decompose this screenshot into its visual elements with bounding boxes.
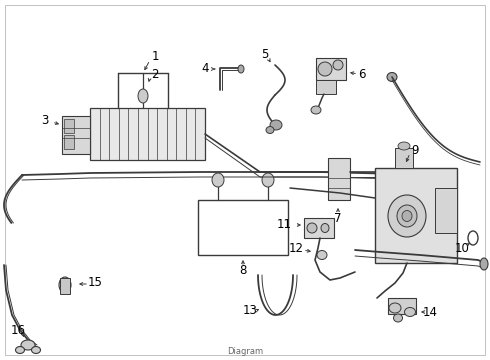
- Ellipse shape: [311, 106, 321, 114]
- Bar: [395, 148, 413, 168]
- Text: 12: 12: [289, 242, 303, 255]
- Text: 5: 5: [261, 48, 269, 60]
- Ellipse shape: [333, 60, 343, 70]
- Bar: [64, 119, 74, 133]
- Text: 3: 3: [41, 113, 49, 126]
- Ellipse shape: [31, 346, 41, 354]
- Ellipse shape: [270, 120, 282, 130]
- Text: 14: 14: [422, 306, 438, 319]
- Bar: [90, 108, 205, 160]
- Bar: [64, 135, 74, 149]
- Bar: [60, 278, 70, 294]
- Text: 9: 9: [411, 144, 419, 157]
- Ellipse shape: [266, 126, 274, 134]
- Ellipse shape: [389, 303, 401, 313]
- Ellipse shape: [321, 224, 329, 233]
- Text: 16: 16: [10, 324, 25, 337]
- Ellipse shape: [318, 62, 332, 76]
- Ellipse shape: [307, 223, 317, 233]
- Ellipse shape: [480, 258, 488, 270]
- Text: 7: 7: [334, 211, 342, 225]
- Ellipse shape: [402, 211, 412, 221]
- Text: 8: 8: [239, 264, 246, 276]
- Ellipse shape: [405, 307, 416, 316]
- Ellipse shape: [262, 173, 274, 187]
- Ellipse shape: [212, 173, 224, 187]
- Bar: [328, 158, 350, 200]
- Bar: [62, 116, 90, 154]
- Ellipse shape: [21, 340, 35, 350]
- Text: 4: 4: [201, 62, 209, 75]
- Ellipse shape: [387, 72, 397, 81]
- Ellipse shape: [238, 65, 244, 73]
- Text: 15: 15: [88, 276, 102, 289]
- Ellipse shape: [397, 205, 417, 227]
- Text: 10: 10: [455, 242, 469, 255]
- Text: 2: 2: [151, 68, 159, 81]
- Text: Diagram: Diagram: [227, 347, 263, 356]
- Bar: [435, 188, 457, 233]
- Text: 13: 13: [243, 303, 257, 316]
- Ellipse shape: [398, 142, 410, 150]
- Bar: [316, 58, 346, 80]
- Text: 11: 11: [276, 217, 292, 230]
- Bar: [198, 200, 288, 255]
- Ellipse shape: [388, 195, 426, 237]
- Text: 6: 6: [358, 68, 366, 81]
- Bar: [304, 218, 334, 238]
- Ellipse shape: [138, 89, 148, 103]
- Text: 1: 1: [151, 49, 159, 63]
- Ellipse shape: [317, 251, 327, 260]
- Bar: [388, 298, 416, 314]
- Bar: [316, 80, 336, 94]
- Ellipse shape: [59, 277, 71, 293]
- Bar: [375, 168, 457, 263]
- Ellipse shape: [393, 314, 402, 322]
- Ellipse shape: [16, 346, 24, 354]
